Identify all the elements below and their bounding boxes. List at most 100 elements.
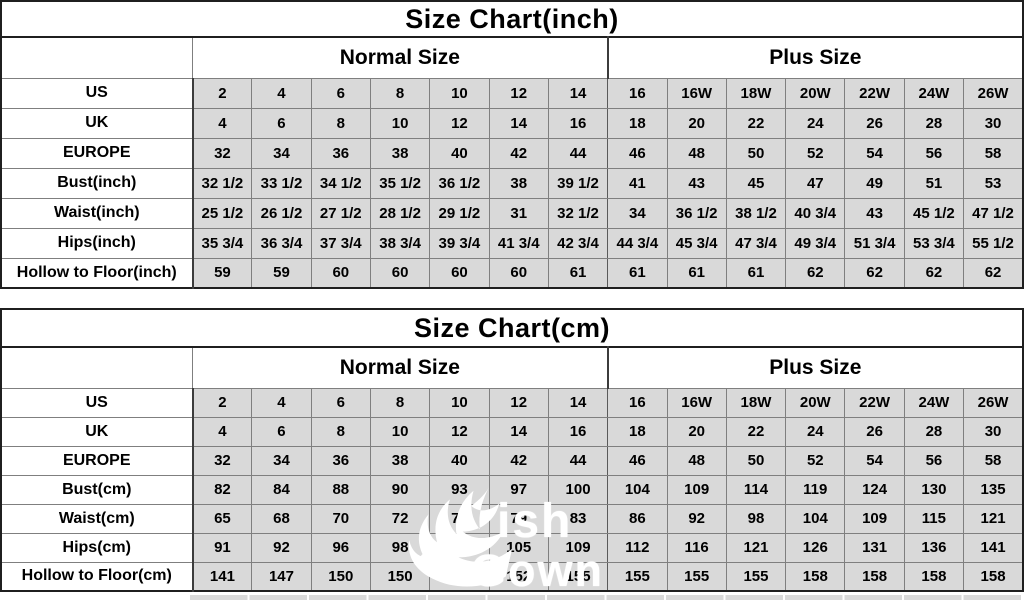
size-value-cell: 150 [369,561,431,592]
row-label: Hollow to Floor(cm) [0,561,194,592]
size-value-cell: 130 [903,474,965,505]
size-value-cell: 32 1/2 [547,197,609,229]
row-label: UK [0,107,194,139]
size-value-cell: 31 [488,197,549,229]
size-value-cell: 51 3/4 [844,227,905,259]
size-value-cell: 155 [725,561,787,592]
size-value-cell: 98 [369,532,431,563]
size-value-cell: 79 [488,503,549,534]
size-value-cell: 27 1/2 [310,197,371,229]
size-value-cell: 36 3/4 [251,227,312,259]
size-value-cell: 112 [607,532,668,563]
size-value-cell: 51 [903,167,965,199]
table-row: Hips(cm) 91 92 96 98 101 105 109 112 116 121 126 131… [0,532,1024,563]
row-label: Waist(cm) [0,503,194,534]
size-value-cell: 158 [963,561,1024,592]
table-row: UK 4 6 8 10 12 14 16 18 20 22 24 26 28 30 [0,107,1024,139]
row-label: Waist(inch) [0,197,194,229]
size-value-cell: 20 [666,107,727,139]
size-value-cell: 6 [310,77,371,109]
size-value-cell: 10 [369,416,431,447]
size-value-cell: 115 [903,503,965,534]
row-label: Hips(cm) [0,532,194,563]
size-value-cell: 36 1/2 [429,167,490,199]
size-value-cell: 42 3/4 [547,227,609,259]
size-value-cell: 60 [488,257,549,289]
size-value-cell: 152 [488,561,549,592]
corner-cell [0,36,193,79]
size-value-cell: 52 [785,445,846,476]
size-value-cell: 155 [666,561,727,592]
size-value-cell: 147 [251,561,312,592]
size-value-cell: 22W [844,77,905,109]
size-value-cell: 46 [607,445,668,476]
size-value-cell: 155 [547,561,609,592]
size-value-cell: 109 [666,474,727,505]
size-table-inch: Normal Size Plus Size US 2 4 6 8 10 12 14 16 16W 1… [0,36,1024,289]
size-value-cell: 45 1/2 [903,197,965,229]
size-value-cell: 16 [547,416,609,447]
size-value-cell: 41 [607,167,668,199]
size-value-cell: 109 [547,532,609,563]
size-value-cell: 58 [963,445,1024,476]
size-value-cell: 18W [725,387,787,418]
group-header-plus-size: Plus Size [607,36,1024,79]
size-value-cell: 18W [725,77,787,109]
row-label: Bust(inch) [0,167,194,199]
table-row: EUROPE 32 34 36 38 40 42 44 46 48 50 52 54 56 58 [0,445,1024,476]
size-value-cell: 28 1/2 [369,197,431,229]
size-value-cell: 40 [429,137,490,169]
size-value-cell: 70 [310,503,371,534]
size-value-cell: 22 [725,416,787,447]
size-value-cell: 10 [429,77,490,109]
size-value-cell: 14 [488,416,549,447]
size-value-cell: 54 [844,137,905,169]
size-value-cell: 119 [785,474,846,505]
size-value-cell: 65 [191,503,253,534]
size-value-cell: 16W [666,77,727,109]
size-value-cell: 20W [785,77,846,109]
size-value-cell: 126 [785,532,846,563]
table-row: EUROPE 32 34 36 38 40 42 44 46 48 50 52 54 56 58 [0,137,1024,169]
size-value-cell: 44 [547,445,609,476]
size-value-cell: 49 3/4 [785,227,846,259]
size-value-cell: 131 [844,532,905,563]
size-value-cell: 48 [666,137,727,169]
size-value-cell: 32 [191,137,253,169]
size-value-cell: 22 [725,107,787,139]
table-row: US 2 4 6 8 10 12 14 16 16W 18W 20W 22W 24W 26W [0,387,1024,418]
size-value-cell: 75 [429,503,490,534]
size-value-cell: 26 [844,416,905,447]
size-value-cell: 26W [963,77,1024,109]
size-value-cell: 56 [903,445,965,476]
size-value-cell: 60 [310,257,371,289]
size-value-cell: 30 [963,107,1024,139]
size-value-cell: 24 [785,416,846,447]
table-row: US 2 4 6 8 10 12 14 16 16W 18W 20W 22W 24W 26W [0,77,1024,109]
table-row: Hollow to Floor(inch) 59 59 60 60 60 60 61 61 61 6… [0,257,1024,289]
size-value-cell: 38 [369,137,431,169]
size-value-cell: 34 [607,197,668,229]
size-value-cell: 60 [429,257,490,289]
size-value-cell: 10 [369,107,431,139]
size-table-cm: Normal Size Plus Size US 2 4 6 8 10 12 14 16 16W 1… [0,346,1024,592]
size-value-cell: 39 1/2 [547,167,609,199]
size-value-cell: 121 [725,532,787,563]
size-value-cell: 82 [191,474,253,505]
size-value-cell: 93 [429,474,490,505]
size-value-cell: 46 [607,137,668,169]
size-value-cell: 50 [725,445,787,476]
size-value-cell: 97 [488,474,549,505]
size-value-cell: 83 [547,503,609,534]
size-value-cell: 24 [785,107,846,139]
size-value-cell: 24W [903,387,965,418]
size-value-cell: 61 [607,257,668,289]
size-value-cell: 39 3/4 [429,227,490,259]
size-value-cell: 42 [488,445,549,476]
size-value-cell: 43 [666,167,727,199]
size-value-cell: 114 [725,474,787,505]
chart-title-inch: Size Chart(inch) [0,0,1024,36]
size-value-cell: 16 [607,387,668,418]
size-value-cell: 92 [251,532,312,563]
size-value-cell: 124 [844,474,905,505]
